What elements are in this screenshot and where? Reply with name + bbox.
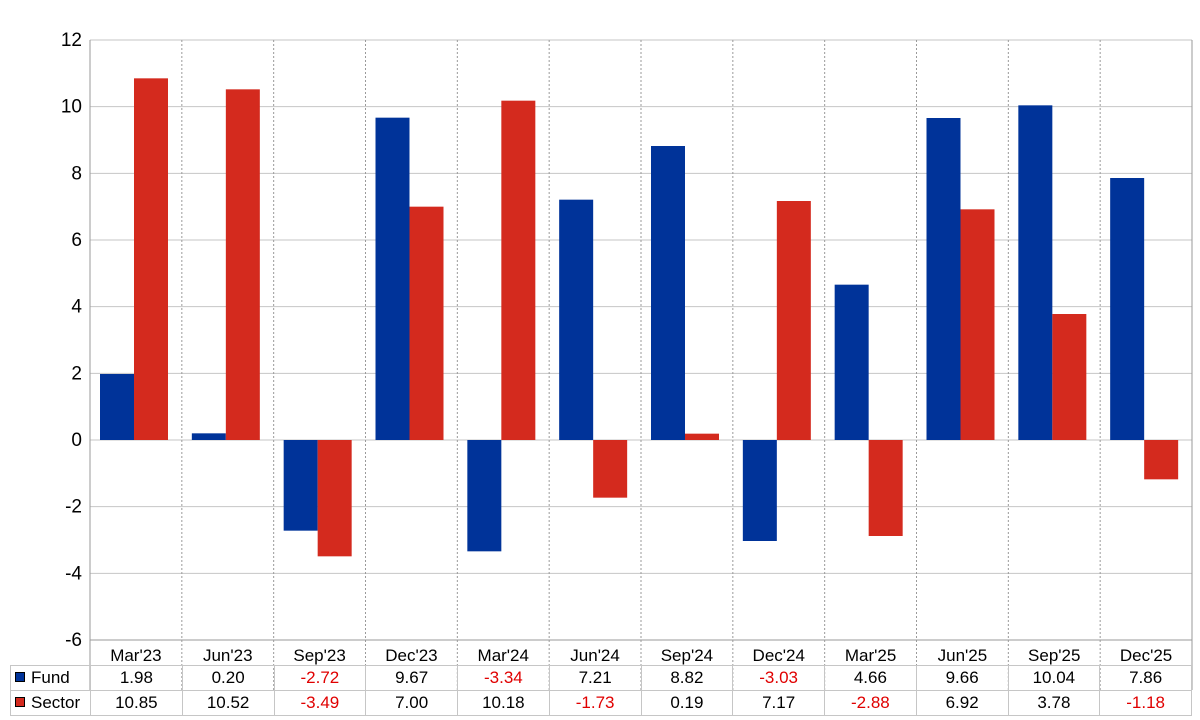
fund-swatch [15,672,25,682]
x-tick-label: Jun'24 [570,646,620,665]
fund-bar [559,199,594,440]
x-tick-label: Dec'23 [385,646,437,665]
sector-value-cell: 10.85 [90,690,183,716]
sector-value-cell: 7.00 [365,690,458,716]
fund-bar [283,440,318,531]
sector-legend: Sector [10,690,91,716]
sector-value-cell: -2.88 [824,690,917,716]
x-tick-label: Jun'25 [938,646,988,665]
y-tick-label: 4 [71,297,82,318]
sector-value-cell: -1.73 [548,690,642,716]
y-tick-label: 6 [71,230,82,251]
sector-bar [1052,314,1087,440]
x-tick-label: Sep'23 [293,646,345,665]
fund-bar [375,117,410,441]
x-tick-label: Jun'23 [203,646,253,665]
fund-bar [1110,178,1145,440]
fund-value-cell: 7.21 [548,665,642,691]
sector-bar [1144,440,1179,480]
x-tick-label: Dec'25 [1120,646,1172,665]
fund-bar [926,118,961,440]
y-tick-label: 8 [71,163,82,184]
sector-bar [868,440,903,536]
sector-bar [593,440,628,498]
fund-value-cell: 9.66 [915,665,1009,691]
y-tick-label: 10 [61,97,82,118]
x-tick-label: Mar'23 [110,646,161,665]
fund-bar [1018,105,1053,440]
sector-value-cell: 10.52 [181,690,275,716]
y-tick-label: -2 [65,497,82,518]
fund-bar [467,440,502,552]
y-tick-label: 2 [71,363,82,384]
x-tick-label: Mar'25 [845,646,896,665]
fund-value-cell: 4.66 [824,665,917,691]
sector-series-name: Sector [31,693,81,712]
y-tick-label: 12 [61,30,82,51]
fund-series-name: Fund [31,668,70,687]
fund-value-cell: 9.67 [365,665,458,691]
fund-bar [651,146,685,440]
fund-bar [191,433,226,440]
x-tick-label: Sep'25 [1028,646,1080,665]
fund-legend: Fund [10,665,91,691]
x-tick-label: Dec'24 [753,646,805,665]
fund-row: Fund 1.98 0.20 -2.72 9.67 -3.34 7.21 8.8… [10,665,1192,691]
fund-bar [834,284,869,440]
sector-bar [317,440,352,557]
y-tick-label: -4 [65,563,82,584]
sector-value-cell: 3.78 [1007,690,1101,716]
sector-value-cell: 0.19 [640,690,734,716]
sector-value-cell: 10.18 [457,690,550,716]
fund-bar [100,374,134,440]
fund-value-cell: -2.72 [273,665,367,691]
fund-value-cell: 7.86 [1099,665,1192,691]
sector-bar [225,89,260,440]
sector-bar [960,209,995,440]
sector-value-cell: -1.18 [1099,690,1192,716]
fund-value-cell: -3.03 [732,665,825,691]
sector-bar [409,206,444,440]
fund-bar [742,440,777,541]
fund-value-cell: 1.98 [90,665,183,691]
sector-bar [134,78,168,440]
sector-bar [776,201,811,440]
fund-value-cell: 0.20 [181,665,275,691]
fund-value-cell: -3.34 [457,665,550,691]
sector-swatch [15,697,25,707]
sector-value-cell: -3.49 [273,690,367,716]
x-tick-label: Mar'24 [478,646,529,665]
y-tick-label: 0 [71,430,82,451]
sector-value-cell: 6.92 [915,690,1009,716]
y-tick-label: -6 [65,630,82,651]
data-table: Fund 1.98 0.20 -2.72 9.67 -3.34 7.21 8.8… [10,665,1192,716]
fund-value-cell: 10.04 [1007,665,1101,691]
x-tick-label: Sep'24 [661,646,713,665]
sector-bar [501,100,536,441]
sector-row: Sector 10.85 10.52 -3.49 7.00 10.18 -1.7… [10,690,1192,716]
fund-value-cell: 8.82 [640,665,734,691]
sector-bar [685,433,719,440]
sector-value-cell: 7.17 [732,690,825,716]
